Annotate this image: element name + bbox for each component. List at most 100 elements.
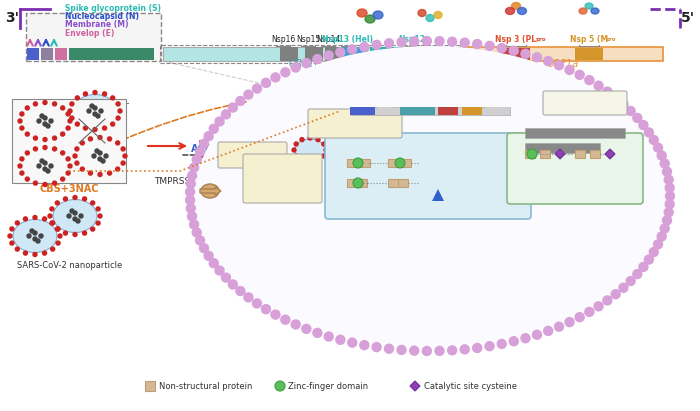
Circle shape [34, 136, 37, 140]
Circle shape [650, 247, 658, 256]
Circle shape [302, 59, 311, 68]
FancyBboxPatch shape [502, 48, 530, 60]
Circle shape [25, 132, 29, 136]
Text: Nsp3: Nsp3 [529, 159, 551, 168]
Circle shape [410, 37, 419, 46]
Circle shape [73, 211, 77, 215]
Circle shape [91, 201, 94, 205]
Circle shape [18, 119, 22, 123]
Circle shape [43, 122, 47, 126]
Circle shape [33, 231, 37, 235]
Text: Nsp13 (Hel): Nsp13 (Hel) [323, 35, 374, 44]
Circle shape [662, 216, 671, 225]
Circle shape [509, 46, 518, 55]
Circle shape [521, 334, 530, 343]
Circle shape [58, 234, 62, 238]
Circle shape [33, 215, 37, 219]
Circle shape [554, 61, 564, 70]
Circle shape [253, 299, 262, 308]
Circle shape [188, 171, 197, 180]
Circle shape [20, 171, 24, 175]
Circle shape [633, 113, 642, 122]
FancyBboxPatch shape [463, 47, 663, 61]
Circle shape [43, 161, 47, 165]
FancyBboxPatch shape [507, 133, 643, 204]
Text: O: O [102, 139, 108, 148]
Circle shape [43, 116, 47, 120]
Circle shape [67, 214, 71, 218]
Circle shape [308, 136, 312, 140]
Circle shape [48, 214, 52, 218]
Circle shape [186, 204, 195, 213]
Circle shape [497, 339, 506, 349]
Circle shape [75, 161, 79, 165]
Circle shape [43, 182, 47, 187]
Circle shape [73, 196, 77, 199]
Text: Proteolysis: Proteolysis [551, 187, 599, 196]
Circle shape [46, 124, 50, 128]
Ellipse shape [195, 46, 665, 346]
Text: Envelop (E): Envelop (E) [65, 28, 114, 37]
Circle shape [565, 65, 574, 74]
FancyBboxPatch shape [398, 179, 408, 187]
Circle shape [99, 109, 103, 113]
Circle shape [575, 313, 584, 322]
Circle shape [193, 228, 201, 237]
Circle shape [228, 103, 237, 112]
Circle shape [575, 70, 584, 79]
Circle shape [336, 335, 345, 344]
Circle shape [111, 96, 115, 100]
Circle shape [90, 104, 94, 108]
FancyBboxPatch shape [525, 128, 625, 138]
FancyBboxPatch shape [350, 107, 510, 115]
Circle shape [50, 221, 55, 225]
Circle shape [619, 283, 628, 292]
Circle shape [660, 224, 669, 233]
Circle shape [215, 117, 224, 126]
Circle shape [50, 207, 54, 211]
Text: Nsp16: Nsp16 [271, 35, 295, 44]
Circle shape [322, 154, 326, 158]
Circle shape [98, 173, 102, 176]
Circle shape [336, 48, 345, 57]
Circle shape [83, 197, 87, 201]
Circle shape [654, 143, 663, 152]
Polygon shape [410, 381, 420, 391]
Circle shape [33, 237, 37, 241]
FancyBboxPatch shape [325, 133, 531, 219]
Circle shape [186, 187, 195, 196]
FancyBboxPatch shape [357, 179, 367, 187]
Circle shape [666, 192, 675, 201]
Circle shape [98, 151, 102, 155]
FancyBboxPatch shape [243, 154, 322, 203]
Circle shape [83, 92, 88, 96]
FancyBboxPatch shape [401, 159, 411, 167]
Circle shape [108, 137, 111, 141]
Circle shape [611, 93, 620, 102]
Circle shape [262, 79, 270, 88]
Ellipse shape [357, 9, 367, 17]
Circle shape [360, 42, 369, 51]
Circle shape [96, 114, 100, 118]
FancyBboxPatch shape [55, 48, 67, 60]
Text: Nsp13: Nsp13 [416, 146, 444, 155]
Circle shape [64, 197, 67, 201]
Circle shape [190, 220, 199, 229]
Circle shape [116, 167, 120, 171]
Circle shape [271, 73, 280, 82]
Circle shape [10, 227, 14, 231]
Circle shape [384, 344, 393, 353]
Circle shape [108, 171, 111, 175]
Circle shape [83, 231, 87, 235]
Circle shape [33, 252, 37, 256]
Circle shape [15, 221, 20, 225]
Circle shape [485, 342, 494, 351]
FancyBboxPatch shape [280, 47, 298, 61]
Text: O: O [66, 122, 72, 131]
Circle shape [611, 290, 620, 299]
Circle shape [497, 44, 506, 53]
Text: S: S [102, 114, 108, 124]
Circle shape [52, 147, 57, 151]
Text: ACE2: ACE2 [191, 144, 219, 154]
Text: Catalytic site cysteine: Catalytic site cysteine [424, 381, 517, 390]
